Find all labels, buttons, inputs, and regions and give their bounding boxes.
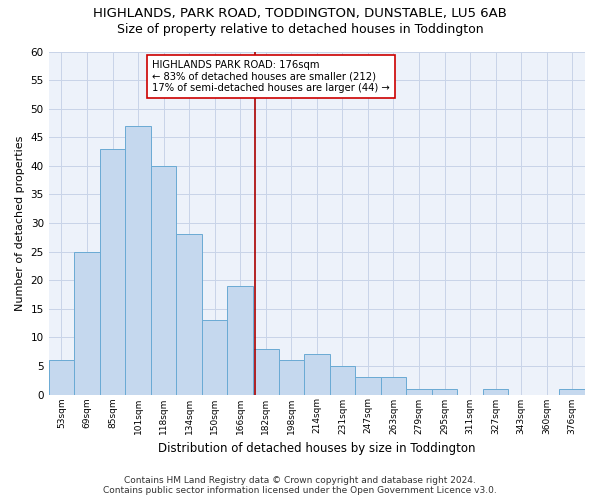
Bar (329, 366, 355, 394)
Text: HIGHLANDS, PARK ROAD, TODDINGTON, DUNSTABLE, LU5 6AB: HIGHLANDS, PARK ROAD, TODDINGTON, DUNSTA… (93, 8, 507, 20)
Bar (483, 389, 508, 394)
Y-axis label: Number of detached properties: Number of detached properties (15, 136, 25, 310)
X-axis label: Distribution of detached houses by size in Toddington: Distribution of detached houses by size … (158, 442, 476, 455)
Bar (278, 360, 304, 394)
Bar (125, 126, 151, 394)
Bar (49, 360, 74, 394)
Bar (176, 234, 202, 394)
Bar (253, 349, 278, 395)
Text: Size of property relative to detached houses in Toddington: Size of property relative to detached ho… (116, 22, 484, 36)
Bar (406, 389, 432, 394)
Bar (432, 389, 457, 394)
Bar (74, 252, 100, 394)
Bar (380, 378, 406, 394)
Bar (304, 354, 329, 395)
Text: HIGHLANDS PARK ROAD: 176sqm
← 83% of detached houses are smaller (212)
17% of se: HIGHLANDS PARK ROAD: 176sqm ← 83% of det… (152, 60, 390, 94)
Bar (202, 320, 227, 394)
Bar (151, 166, 176, 394)
Bar (355, 378, 380, 394)
Text: Contains HM Land Registry data © Crown copyright and database right 2024.
Contai: Contains HM Land Registry data © Crown c… (103, 476, 497, 495)
Bar (227, 286, 253, 395)
Bar (100, 148, 125, 394)
Bar (559, 389, 585, 394)
